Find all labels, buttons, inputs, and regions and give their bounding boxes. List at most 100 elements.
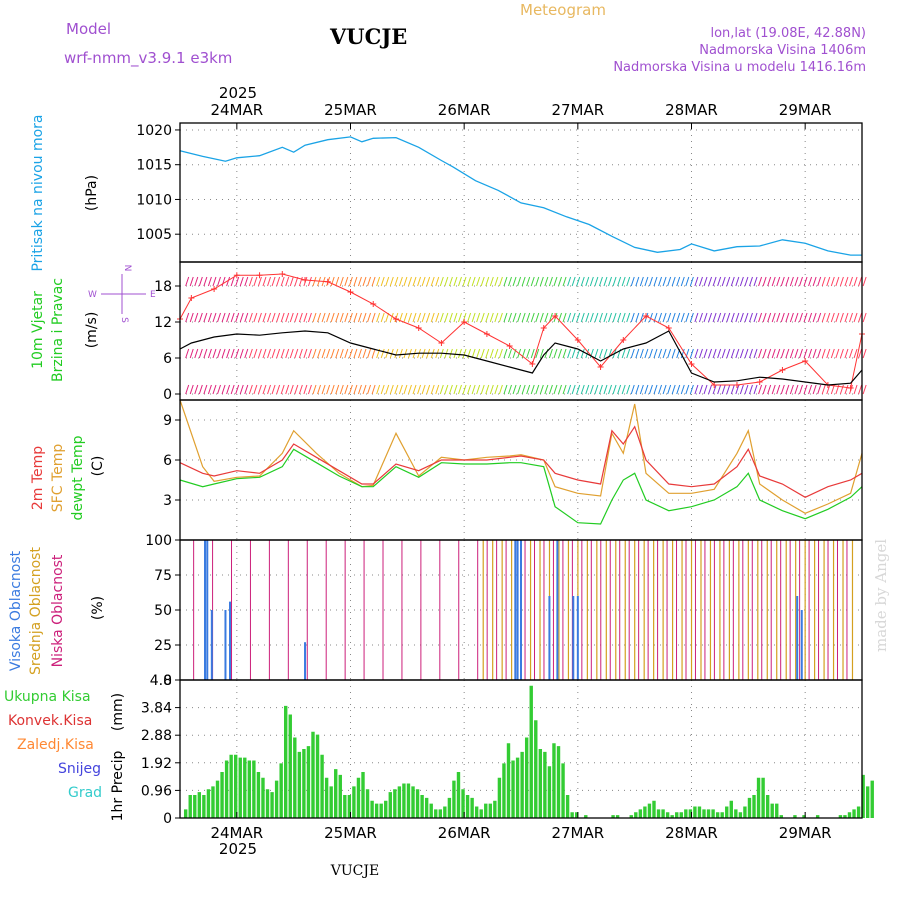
- wind-arrow: [803, 312, 808, 323]
- precip-bar: [638, 809, 643, 818]
- wind-arrow: [730, 384, 735, 395]
- precip-bar: [388, 792, 392, 818]
- wind-arrow: [189, 276, 194, 287]
- wind-arrow: [767, 348, 772, 359]
- footer-station: VUCJE: [330, 863, 379, 879]
- wind-arrow: [826, 384, 831, 395]
- wind-arrow: [185, 384, 190, 395]
- y-tick-label: 1.92: [141, 756, 172, 772]
- wind-arrow: [321, 348, 326, 359]
- wind-arrow: [617, 276, 622, 287]
- wind-arrow: [339, 384, 344, 395]
- wind-arrow: [735, 348, 740, 359]
- wind-arrow: [658, 312, 663, 323]
- wind-arrow: [612, 276, 617, 287]
- wind-arrow: [371, 384, 376, 395]
- wind-arrow: [217, 384, 221, 395]
- legend-frozen: Zaledj.Kisa: [17, 737, 94, 753]
- wind-arrow: [598, 276, 603, 287]
- wind-arrow: [826, 276, 831, 287]
- wind-gust-point: [438, 340, 445, 346]
- wind-arrow: [298, 312, 303, 323]
- wind-arrow: [698, 348, 703, 359]
- wind-arrow: [630, 384, 635, 395]
- precip-bar: [561, 763, 565, 818]
- wind-arrow: [289, 348, 294, 359]
- wind-arrow: [744, 384, 749, 395]
- model-elevation-text: Nadmorska Visina u modelu 1416.16m: [613, 60, 866, 75]
- precip-bar: [711, 809, 715, 818]
- wind-arrow: [385, 348, 390, 359]
- wind-arrow: [462, 348, 467, 359]
- wind-arrow: [362, 312, 367, 323]
- wind-arrow: [253, 384, 258, 395]
- wind-arrow: [339, 312, 344, 323]
- wind-arrow: [639, 348, 644, 359]
- precip-bar: [488, 803, 493, 818]
- wind-arrow: [403, 384, 408, 395]
- wind-arrow: [448, 312, 453, 323]
- wind-arrow: [398, 384, 403, 395]
- wind-arrow: [307, 312, 312, 323]
- wind-arrow: [326, 384, 331, 395]
- wind-arrow: [812, 276, 817, 287]
- wind-arrow: [526, 348, 531, 359]
- wind-arrow: [212, 312, 217, 323]
- wind-gust-point: [643, 313, 650, 319]
- precip-bar: [715, 812, 720, 818]
- wind-arrow: [608, 312, 612, 323]
- wind-arrow: [285, 276, 290, 287]
- wind-arrow: [307, 276, 312, 287]
- wind-arrow: [239, 276, 244, 287]
- precip-bar: [306, 746, 311, 818]
- wind-arrow: [353, 384, 358, 395]
- wind-arrow: [298, 348, 303, 359]
- wind-arrow: [562, 276, 567, 287]
- wind-arrow: [185, 312, 190, 323]
- wind-arrow: [671, 384, 676, 395]
- wind-arrow: [830, 312, 835, 323]
- wind-arrow: [357, 384, 362, 395]
- y-tick-label: 75: [154, 568, 172, 584]
- precip-bar: [470, 797, 474, 818]
- precip-bar: [224, 760, 229, 818]
- wind-arrow: [748, 384, 753, 395]
- wind-arrow: [371, 276, 376, 287]
- precip-bar: [870, 780, 874, 818]
- wind-arrow: [653, 384, 658, 395]
- precip-bar: [511, 760, 515, 818]
- wind-arrow: [453, 312, 458, 323]
- legend-hail: Grad: [68, 785, 102, 801]
- wind-arrow: [307, 384, 312, 395]
- precip-bar: [365, 789, 370, 818]
- precip-bar: [647, 803, 652, 818]
- wind-arrow: [539, 276, 544, 287]
- wind-arrow: [603, 276, 608, 287]
- wind-arrow: [548, 276, 553, 287]
- wind-arrow: [539, 312, 544, 323]
- wind-arrow: [458, 312, 462, 323]
- cloud-unit: (%): [90, 596, 106, 620]
- wind-arrow: [576, 276, 581, 287]
- wind-arrow: [821, 312, 826, 323]
- wind-arrow: [594, 384, 599, 395]
- wind-arrow: [812, 384, 817, 395]
- wind-arrow: [753, 312, 758, 323]
- wind-arrow: [480, 384, 485, 395]
- wind-arrow: [253, 348, 258, 359]
- panel-frame: [179, 122, 863, 263]
- wind-arrow: [467, 384, 472, 395]
- wind-arrow: [585, 276, 590, 287]
- wind-arrow: [485, 276, 490, 287]
- wind-arrow: [662, 276, 667, 287]
- wind-arrow: [558, 384, 562, 395]
- wind-arrow: [248, 312, 253, 323]
- precip-bar: [183, 809, 188, 818]
- wind-arrow: [548, 384, 553, 395]
- precip-bar: [252, 760, 256, 818]
- y-tick-label: 0: [163, 811, 172, 827]
- wind-arrow: [685, 276, 690, 287]
- wind-arrow: [598, 348, 603, 359]
- wind-arrow: [248, 276, 253, 287]
- wind-arrow: [508, 348, 512, 359]
